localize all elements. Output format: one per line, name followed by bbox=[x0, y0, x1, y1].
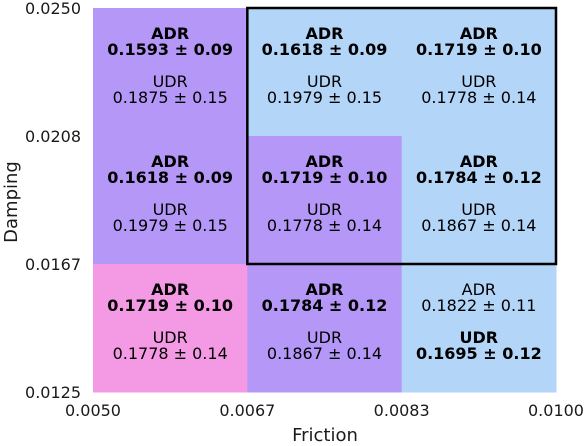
x-axis-label: Friction bbox=[292, 425, 358, 446]
cell-adr-value: 0.1784 ± 0.12 bbox=[262, 296, 388, 315]
cell-adr-label: ADR bbox=[151, 152, 189, 171]
cell-adr-label: ADR bbox=[151, 24, 189, 43]
highlight-box bbox=[246, 6, 558, 266]
heatmap-cell bbox=[93, 8, 248, 137]
cell-adr-label: ADR bbox=[462, 280, 496, 299]
cell-adr-value: 0.1719 ± 0.10 bbox=[262, 168, 388, 187]
x-tick-label: 0.0100 bbox=[528, 401, 584, 420]
y-tick-label: 0.0250 bbox=[25, 0, 81, 18]
heatmap-cell bbox=[247, 136, 403, 265]
cell-udr-label: UDR bbox=[153, 72, 188, 91]
cell-adr-label: ADR bbox=[306, 152, 344, 171]
tick-labels: 0.0050 0.0067 0.0083 0.0100 0.0250 0.0208 0.01… bbox=[25, 0, 584, 420]
heatmap-cells bbox=[93, 8, 557, 393]
heatmap-cell bbox=[93, 264, 248, 393]
y-tick-label: 0.0167 bbox=[25, 255, 81, 274]
x-tick-label: 0.0050 bbox=[65, 401, 121, 420]
cell-udr-label: UDR bbox=[307, 72, 342, 91]
cell-udr-value: 0.1979 ± 0.15 bbox=[267, 88, 382, 107]
cell-udr-value: 0.1867 ± 0.14 bbox=[421, 216, 536, 235]
cell-udr-value: 0.1778 ± 0.14 bbox=[421, 88, 536, 107]
cell-udr-label: UDR bbox=[153, 200, 188, 219]
cell-adr-label: ADR bbox=[306, 24, 344, 43]
heatmap-cell bbox=[93, 136, 248, 265]
heatmap-cell bbox=[247, 8, 403, 137]
cell-adr-value: 0.1822 ± 0.11 bbox=[421, 296, 536, 315]
cell-adr-label: ADR bbox=[151, 280, 189, 299]
cell-udr-value: 0.1695 ± 0.12 bbox=[416, 344, 542, 363]
cell-adr-label: ADR bbox=[460, 152, 498, 171]
cell-adr-label: ADR bbox=[306, 280, 344, 299]
cell-udr-label: UDR bbox=[307, 328, 342, 347]
cell-udr-value: 0.1875 ± 0.15 bbox=[113, 88, 228, 107]
cell-adr-label: ADR bbox=[460, 24, 498, 43]
cell-udr-label: UDR bbox=[307, 200, 342, 219]
highlight-box-layer bbox=[246, 6, 558, 266]
cell-adr-value: 0.1719 ± 0.10 bbox=[416, 40, 542, 59]
heatmap-cell bbox=[401, 8, 557, 137]
cell-udr-value: 0.1979 ± 0.15 bbox=[113, 216, 228, 235]
heatmap-cell bbox=[247, 264, 403, 393]
cell-adr-value: 0.1784 ± 0.12 bbox=[416, 168, 542, 187]
heatmap-cell bbox=[401, 136, 557, 265]
y-tick-label: 0.0208 bbox=[25, 127, 81, 146]
cell-adr-value: 0.1719 ± 0.10 bbox=[107, 296, 233, 315]
cell-udr-value: 0.1778 ± 0.14 bbox=[113, 344, 228, 363]
cell-udr-label: UDR bbox=[461, 72, 496, 91]
cell-udr-label: UDR bbox=[461, 200, 496, 219]
x-tick-label: 0.0083 bbox=[374, 401, 430, 420]
x-tick-label: 0.0067 bbox=[219, 401, 275, 420]
cell-udr-value: 0.1778 ± 0.14 bbox=[267, 216, 382, 235]
heatmap-cell bbox=[401, 264, 557, 393]
cell-adr-value: 0.1618 ± 0.09 bbox=[107, 168, 233, 187]
cell-udr-label: UDR bbox=[153, 328, 188, 347]
cell-udr-label: UDR bbox=[460, 328, 499, 347]
cell-adr-value: 0.1593 ± 0.09 bbox=[107, 40, 233, 59]
cell-adr-value: 0.1618 ± 0.09 bbox=[262, 40, 388, 59]
y-axis-label: Damping bbox=[1, 161, 22, 243]
y-tick-label: 0.0125 bbox=[25, 383, 81, 402]
cell-udr-value: 0.1867 ± 0.14 bbox=[267, 344, 382, 363]
